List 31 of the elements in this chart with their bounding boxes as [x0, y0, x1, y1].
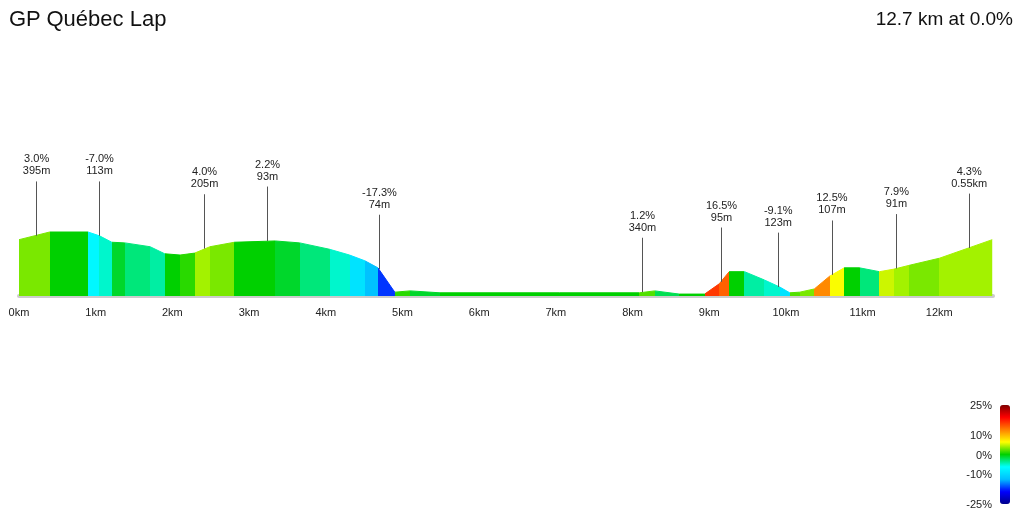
x-tick-label: 5km — [392, 305, 413, 318]
annotation: -9.1% 123m — [763, 203, 793, 228]
annotation: 2.2% 93m — [254, 157, 281, 182]
x-tick-label: 4km — [315, 305, 337, 318]
color-bar-label: 10% — [969, 428, 993, 441]
annotation: 3.0% 395m — [22, 152, 51, 177]
annotation: 4.3% 0.55km — [951, 164, 988, 189]
chart-title: GP Québec Lap — [9, 5, 167, 31]
annotation: 4.0% 205m — [190, 165, 219, 190]
color-bar-label: 25% — [969, 399, 993, 411]
annotation: -17.3% 74m — [362, 185, 398, 210]
x-tick-label: 7km — [545, 305, 567, 318]
annotation: 12.5% 107m — [816, 191, 848, 216]
x-tick-label: 3km — [238, 305, 260, 318]
x-tick-label: 10km — [772, 305, 800, 318]
annotation: 7.9% 91m — [883, 185, 910, 210]
chart-subtitle: 12.7 km at 0.0% — [875, 8, 1014, 29]
x-tick-label: 2km — [162, 305, 183, 318]
x-tick-label: 9km — [698, 305, 720, 318]
annotation: 16.5% 95m — [705, 198, 738, 223]
x-tick-label: 0km — [8, 305, 30, 318]
x-tick-label: 11km — [849, 305, 876, 318]
color-bar-label: -10% — [966, 468, 993, 481]
color-bar-label: -25% — [966, 498, 993, 510]
x-tick-label: 8km — [622, 305, 643, 318]
x-tick-label: 1km — [85, 305, 107, 318]
color-bar-label: 0% — [976, 448, 993, 461]
annotation: -7.0% 113m — [85, 152, 115, 177]
x-tick-label: 12km — [925, 305, 953, 318]
x-tick-label: 6km — [468, 305, 490, 318]
annotation: 1.2% 340m — [628, 208, 657, 233]
